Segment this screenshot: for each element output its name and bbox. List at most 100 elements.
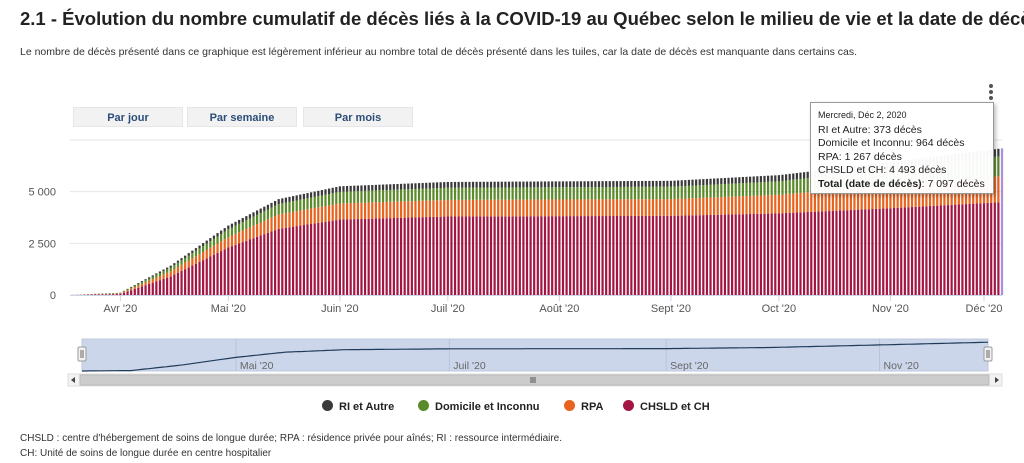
bar-ri-258 xyxy=(997,148,1000,157)
bar-rpa-114 xyxy=(479,199,482,217)
bar-chsld-191 xyxy=(756,213,759,295)
scroll-left-arrow-icon xyxy=(71,377,75,383)
bar-chsld-169 xyxy=(677,215,680,295)
range-button-week[interactable]: Par semaine xyxy=(187,107,297,127)
bar-rpa-179 xyxy=(713,197,716,215)
bar-rpa-155 xyxy=(626,199,629,216)
legend-item-chsld[interactable]: CHSLD et CH xyxy=(623,400,710,413)
bar-domicile-107 xyxy=(453,187,457,200)
bar-ri-153 xyxy=(619,181,622,187)
bar-rpa-194 xyxy=(766,195,770,214)
bar-chsld-92 xyxy=(399,217,403,295)
bar-rpa-189 xyxy=(748,195,752,215)
bar-rpa-237 xyxy=(921,182,924,207)
bar-domicile-106 xyxy=(450,187,453,200)
bar-rpa-119 xyxy=(497,199,500,217)
navigator-tick-label-2: Sept '20 xyxy=(670,360,708,372)
bar-rpa-52 xyxy=(256,224,259,237)
bar-chsld-90 xyxy=(392,218,395,295)
bar-rpa-124 xyxy=(515,199,518,217)
bar-domicile-61 xyxy=(288,201,291,213)
bar-domicile-196 xyxy=(774,181,777,195)
bar-rpa-154 xyxy=(623,199,626,216)
bar-ri-132 xyxy=(543,181,547,188)
bar-rpa-126 xyxy=(522,199,525,217)
bar-chsld-257 xyxy=(993,202,996,295)
bar-domicile-40 xyxy=(212,238,216,246)
bar-rpa-76 xyxy=(342,203,345,220)
bar-rpa-183 xyxy=(727,196,730,215)
bar-rpa-172 xyxy=(687,198,691,216)
bar-chsld-79 xyxy=(353,219,356,295)
range-button-day[interactable]: Par jour xyxy=(73,107,183,127)
bar-domicile-111 xyxy=(468,187,471,200)
bar-ri-198 xyxy=(781,174,784,181)
bar-chsld-196 xyxy=(774,213,777,295)
bar-chsld-112 xyxy=(471,216,475,295)
bar-chsld-201 xyxy=(792,212,795,295)
bar-ri-117 xyxy=(489,181,493,188)
bar-chsld-113 xyxy=(475,216,478,295)
bar-ri-184 xyxy=(731,177,734,184)
bar-domicile-41 xyxy=(216,236,219,244)
bar-domicile-78 xyxy=(349,191,352,204)
bar-ri-66 xyxy=(306,193,309,199)
bar-rpa-217 xyxy=(849,188,852,211)
bar-rpa-47 xyxy=(238,232,241,244)
bar-domicile-20 xyxy=(140,282,144,284)
bar-ri-155 xyxy=(626,181,629,187)
bar-domicile-187 xyxy=(741,183,745,197)
bar-domicile-125 xyxy=(518,187,521,200)
bar-domicile-112 xyxy=(471,187,475,200)
bar-domicile-22 xyxy=(148,278,151,281)
legend-item-domicile[interactable]: Domicile et Inconnu xyxy=(418,400,540,413)
bar-ri-144 xyxy=(587,181,590,188)
bar-ri-112 xyxy=(471,181,475,188)
bar-rpa-20 xyxy=(140,283,144,287)
bar-chsld-54 xyxy=(263,234,266,295)
bar-rpa-205 xyxy=(806,192,809,213)
bar-ri-167 xyxy=(669,180,673,187)
bar-rpa-84 xyxy=(371,202,374,219)
bar-chsld-185 xyxy=(734,214,737,295)
bar-rpa-149 xyxy=(605,199,608,217)
tooltip-row-ri: RI et Autre: 373 décès xyxy=(818,123,922,136)
bar-ri-23 xyxy=(151,275,154,277)
bar-rpa-140 xyxy=(572,199,575,217)
bar-domicile-154 xyxy=(623,186,626,200)
bar-domicile-35 xyxy=(194,250,198,257)
bar-rpa-79 xyxy=(353,202,356,220)
legend-item-rpa[interactable]: RPA xyxy=(564,400,603,413)
bar-ri-22 xyxy=(148,277,151,279)
bar-ri-171 xyxy=(684,180,687,186)
bar-rpa-200 xyxy=(788,193,791,213)
legend-item-ri[interactable]: RI et Autre xyxy=(322,400,394,413)
bar-rpa-209 xyxy=(820,191,824,212)
bar-domicile-19 xyxy=(137,283,140,286)
bar-ri-259 xyxy=(1000,148,1004,157)
bar-domicile-137 xyxy=(561,187,565,200)
bar-domicile-102 xyxy=(435,188,439,201)
bar-ri-70 xyxy=(320,190,324,196)
bar-chsld-129 xyxy=(533,216,536,295)
bar-rpa-19 xyxy=(137,285,140,288)
range-button-month[interactable]: Par mois xyxy=(303,107,413,127)
bar-chsld-173 xyxy=(691,215,694,295)
bar-domicile-108 xyxy=(457,187,460,200)
context-menu-icon[interactable] xyxy=(986,84,996,104)
bar-ri-158 xyxy=(637,180,640,187)
bar-domicile-29 xyxy=(173,265,176,270)
bar-chsld-14 xyxy=(119,293,122,295)
bar-chsld-198 xyxy=(781,213,784,295)
bar-rpa-44 xyxy=(227,237,230,248)
bar-rpa-153 xyxy=(619,199,622,216)
bar-rpa-26 xyxy=(162,274,165,279)
bar-ri-113 xyxy=(475,181,478,188)
bar-chsld-39 xyxy=(209,256,212,295)
bar-chsld-193 xyxy=(763,213,766,295)
bar-ri-48 xyxy=(241,218,244,223)
bar-rpa-95 xyxy=(410,201,413,218)
bar-domicile-172 xyxy=(687,185,691,199)
bar-ri-150 xyxy=(608,181,611,187)
bar-domicile-46 xyxy=(234,225,237,234)
